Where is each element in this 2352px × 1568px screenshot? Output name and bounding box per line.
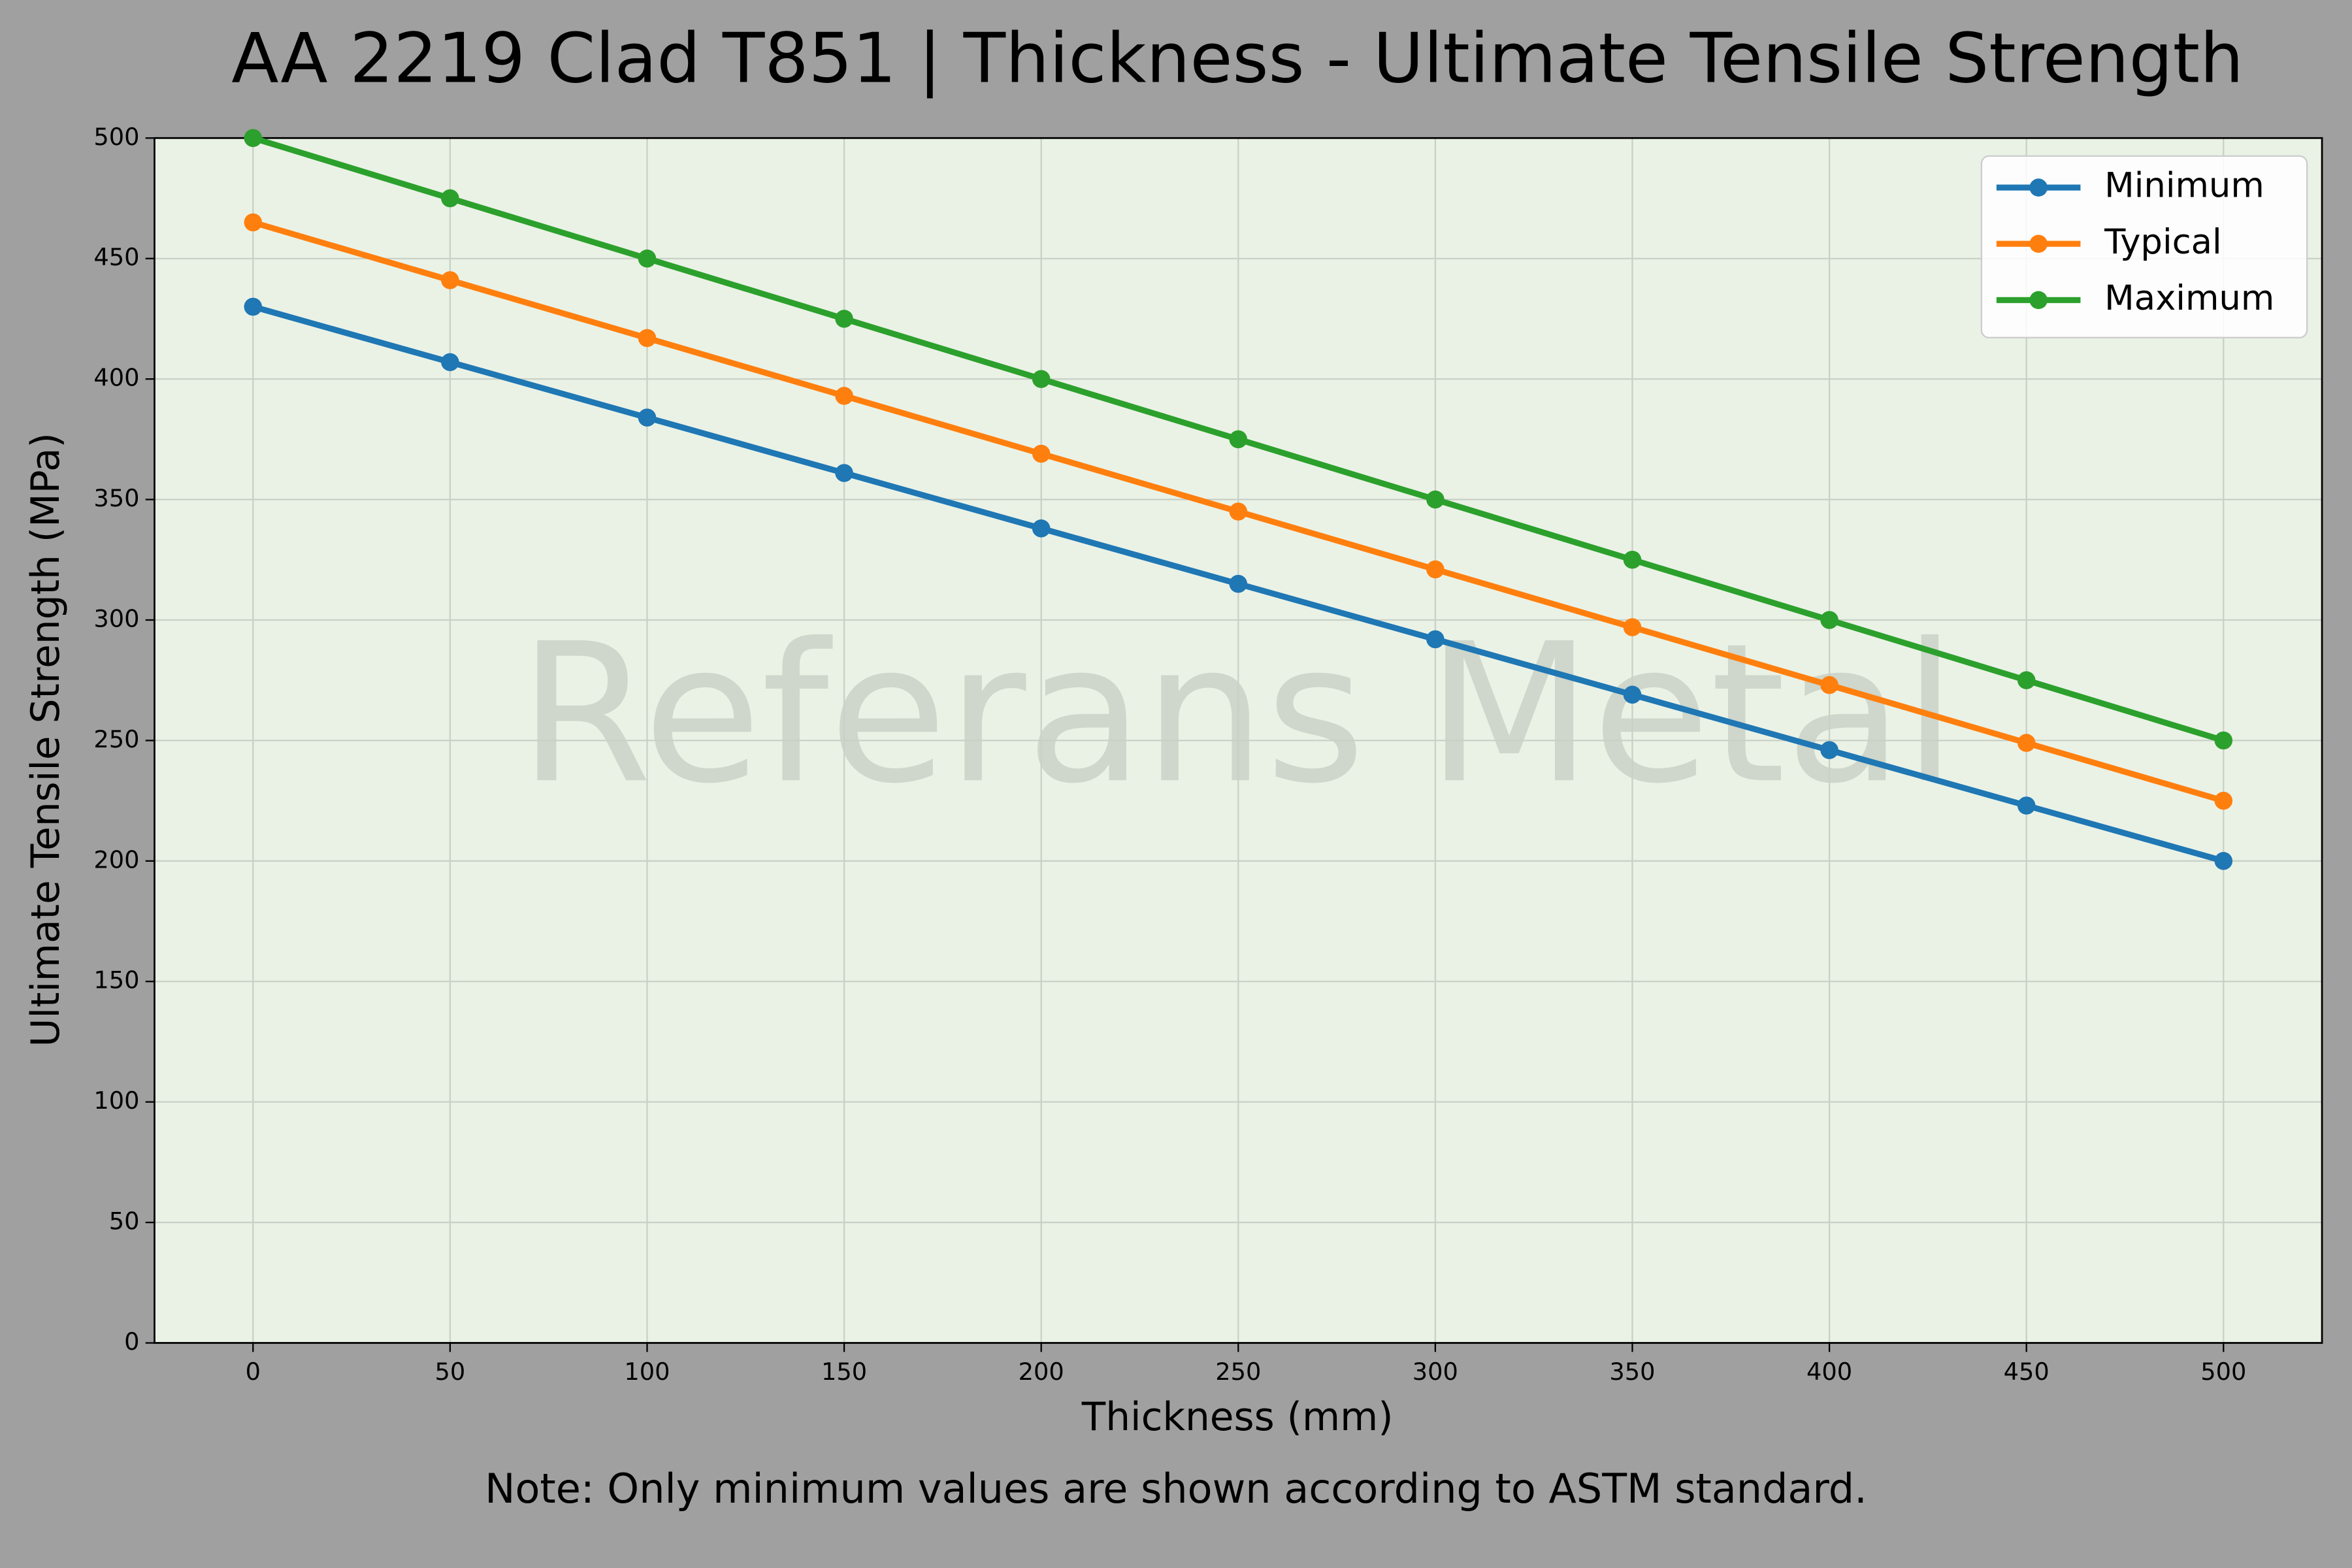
legend-label: Minimum [2104,166,2264,206]
data-point [441,353,459,372]
data-point [244,129,263,148]
legend-marker [2029,235,2048,253]
legend-box [1980,155,2308,338]
data-point [2214,791,2233,810]
legend-label: Maximum [2104,278,2274,318]
x-tick-label: 350 [1609,1358,1655,1386]
data-point [1032,370,1051,388]
data-point [1426,490,1445,509]
data-point [835,464,853,482]
chart-title: AA 2219 Clad T851 | Thickness - Ultimate… [231,18,2244,99]
x-tick-label: 100 [624,1358,670,1386]
x-tick-label: 200 [1019,1358,1064,1386]
data-point [1229,430,1248,449]
y-tick-label: 150 [93,966,139,994]
x-tick-label: 150 [821,1358,867,1386]
data-point [1623,685,1642,704]
x-tick-label: 450 [2004,1358,2050,1386]
data-point [1032,519,1051,538]
plot-frame [154,137,2323,1344]
data-point [2214,731,2233,750]
y-tick-label: 100 [93,1086,139,1115]
y-tick-label: 200 [93,845,139,874]
y-tick-label: 350 [93,484,139,512]
x-tick-label: 0 [246,1358,261,1386]
y-tick-label: 450 [93,243,139,271]
x-tick-label: 250 [1215,1358,1261,1386]
data-point [1623,550,1642,569]
legend-marker [2029,291,2048,310]
x-tick-label: 500 [2200,1358,2246,1386]
data-point [1623,618,1642,636]
data-point [835,387,853,405]
y-axis-label: Ultimate Tensile Strength (MPa) [24,433,69,1047]
data-point [2017,796,2036,815]
y-tick-label: 400 [93,364,139,392]
data-point [441,189,459,208]
legend-label: Typical [2104,222,2221,262]
data-point [1426,630,1445,649]
y-tick-label: 500 [93,123,139,151]
data-point [638,249,657,268]
data-point [1820,676,1838,694]
x-axis-label: Thickness (mm) [1081,1395,1394,1440]
data-point [638,408,657,427]
data-point [2017,671,2036,689]
data-point [1820,741,1838,759]
data-point [441,271,459,289]
data-point [1032,444,1051,463]
data-point [1820,611,1838,629]
y-tick-label: 300 [93,604,139,632]
data-point [2017,734,2036,752]
data-point [1229,502,1248,521]
y-tick-label: 50 [109,1207,140,1235]
x-tick-label: 50 [435,1358,466,1386]
y-tick-label: 250 [93,725,139,753]
data-point [244,213,263,232]
data-point [1426,560,1445,579]
data-point [638,329,657,348]
data-point [835,310,853,328]
x-tick-label: 400 [1806,1358,1852,1386]
y-tick-label: 0 [124,1328,139,1356]
note: Note: Only minimum values are shown acco… [485,1465,1867,1512]
legend-marker [2029,178,2048,197]
data-point [1229,574,1248,593]
x-tick-label: 300 [1413,1358,1458,1386]
data-point [244,297,263,316]
data-point [2214,852,2233,870]
